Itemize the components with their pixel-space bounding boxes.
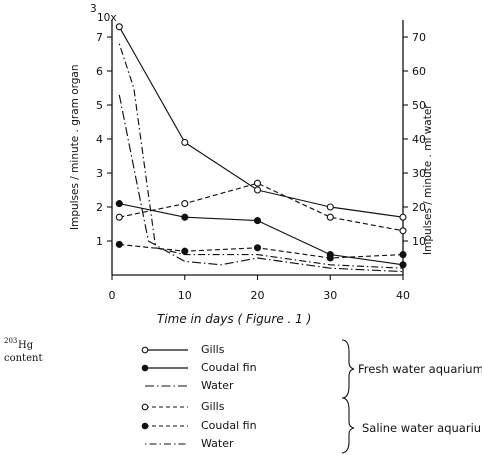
data-point-series-4 xyxy=(399,251,407,259)
data-point-series-3 xyxy=(326,213,334,221)
legend-water-fresh: Water xyxy=(145,379,234,392)
data-point-series-1 xyxy=(115,200,123,208)
y-left-tick-label: 7 xyxy=(96,31,103,44)
x-tick-label: 0 xyxy=(109,289,116,302)
x-tick-label: 40 xyxy=(396,289,410,302)
data-point-series-3 xyxy=(399,227,407,235)
y-left-tick-label: 1 xyxy=(96,235,103,248)
content-label: content xyxy=(4,353,42,364)
brace-saline xyxy=(341,397,355,454)
legend-open-marker xyxy=(141,346,149,354)
legend-gills-fresh: Gills xyxy=(141,343,225,356)
y-right-tick-label: 30 xyxy=(412,167,426,180)
left-axis-multiplier: 10x xyxy=(97,12,117,24)
y-left-tick-label: 4 xyxy=(96,133,103,146)
ticks-layer: 0 10 20 30 40 1 2 3 4 5 6 7 10 20 30 40 50 60 70 xyxy=(96,31,426,302)
isotope-element: Hg xyxy=(18,340,34,351)
legend-water-saline: Water xyxy=(145,437,234,450)
y-right-tick-label: 10 xyxy=(412,235,426,248)
x-tick-label: 20 xyxy=(251,289,265,302)
x-axis-title: Time in days ( Figure . 1 ) xyxy=(157,312,311,326)
x-tick-label: 30 xyxy=(323,289,337,302)
data-point-series-3 xyxy=(181,200,189,208)
y-left-tick-label: 3 xyxy=(96,167,103,180)
data-point-series-3 xyxy=(253,179,262,187)
data-point-series-0 xyxy=(181,138,189,146)
brace-fresh xyxy=(341,339,355,399)
legend-open-marker xyxy=(141,403,149,411)
data-point-series-0 xyxy=(115,23,123,31)
data-point-series-4 xyxy=(253,244,262,252)
y-axis-right-title: Impulses / minute . ml water xyxy=(422,104,434,255)
series-lines xyxy=(118,26,404,273)
data-point-series-0 xyxy=(253,186,262,194)
series-line-3 xyxy=(119,182,404,232)
y-left-tick-label: 2 xyxy=(96,201,103,214)
isotope-mass: 203 xyxy=(4,337,17,345)
data-point-series-4 xyxy=(181,247,189,255)
data-point-series-3 xyxy=(115,213,123,221)
legend-label: Gills xyxy=(201,343,225,356)
y-left-tick-label: 6 xyxy=(96,65,103,78)
legend-gills-saline: Gills xyxy=(141,400,225,413)
legend-caudal-fin-saline: Coudal fin xyxy=(141,419,257,432)
data-point-series-1 xyxy=(253,217,262,225)
data-point-series-4 xyxy=(326,254,334,262)
series-line-2 xyxy=(118,94,404,273)
data-point-series-1 xyxy=(399,261,407,269)
legend-label: Gills xyxy=(201,400,225,413)
legend-filled-marker xyxy=(141,422,149,430)
series-line-5 xyxy=(118,43,404,269)
y-right-tick-label: 40 xyxy=(412,133,426,146)
y-right-tick-label: 60 xyxy=(412,65,426,78)
y-right-tick-label: 50 xyxy=(412,99,426,112)
x-tick-label: 10 xyxy=(178,289,192,302)
legend-filled-marker xyxy=(141,364,149,372)
y-left-tick-label: 5 xyxy=(96,99,103,112)
legend-label: Coudal fin xyxy=(201,361,257,374)
data-point-series-1 xyxy=(181,213,189,221)
y-right-tick-label: 70 xyxy=(412,31,426,44)
y-axis-left-title: Impulses / minute . gram organ xyxy=(69,64,81,230)
legend-group-saline: Saline water aquarium xyxy=(362,421,482,435)
legend-caudal-fin-fresh: Coudal fin xyxy=(141,361,257,374)
series-markers xyxy=(115,23,407,269)
data-point-series-0 xyxy=(326,203,334,211)
left-axis-multiplier-prefix: 3 xyxy=(90,3,97,15)
y-right-tick-label: 20 xyxy=(412,201,426,214)
legend-group-fresh: Fresh water aquarium xyxy=(358,362,482,376)
series-line-4 xyxy=(119,243,404,259)
data-point-series-0 xyxy=(399,213,407,221)
legend-label: Coudal fin xyxy=(201,419,257,432)
series-line-0 xyxy=(118,26,404,218)
legend-label: Water xyxy=(201,437,234,450)
legend-label: Water xyxy=(201,379,234,392)
legend: Gills Coudal fin Water Fresh water aquar… xyxy=(141,339,482,454)
data-point-series-4 xyxy=(115,240,123,248)
